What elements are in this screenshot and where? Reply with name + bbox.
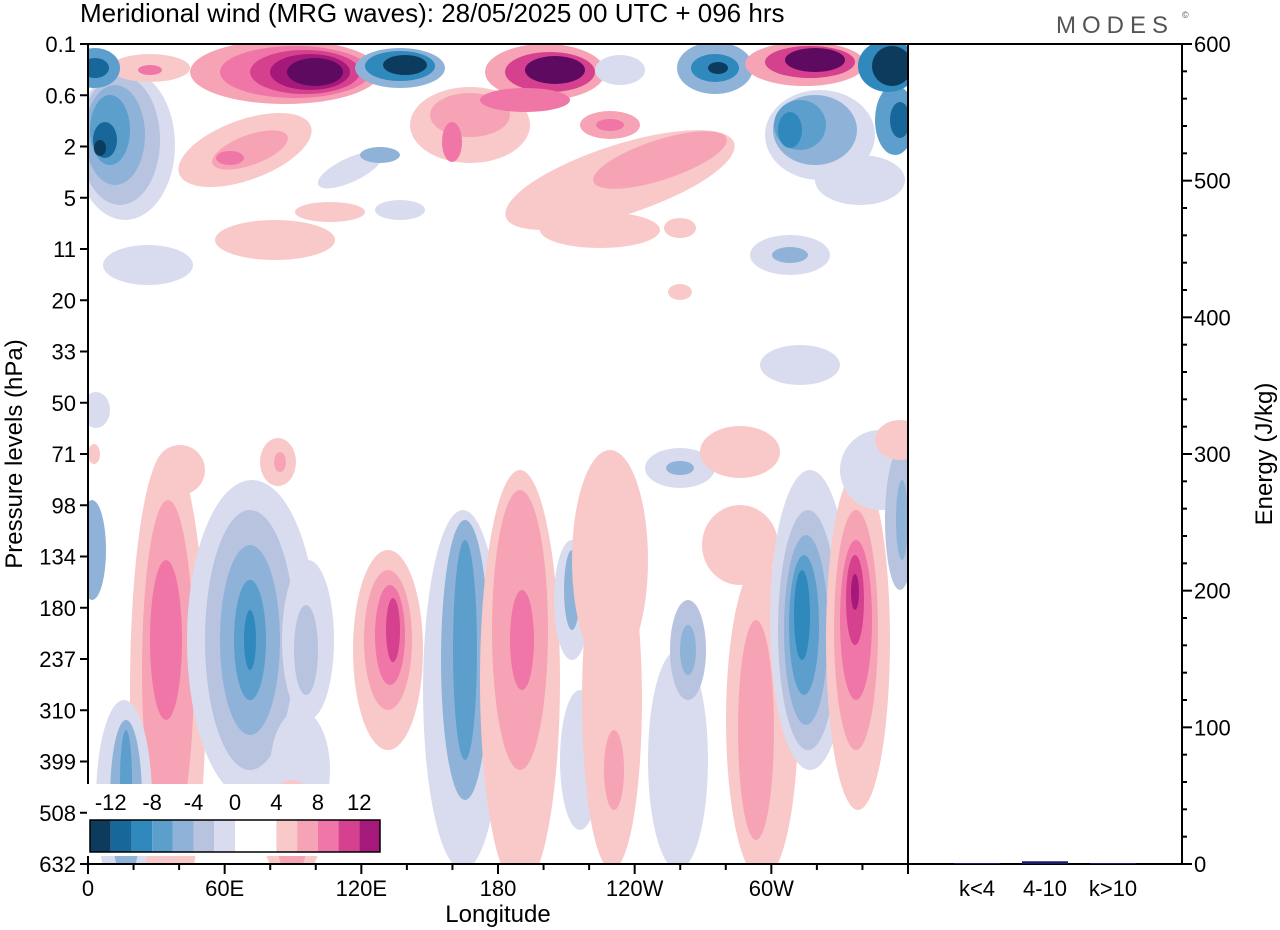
- contour-stratosphere-left-negative: [88, 70, 175, 220]
- colorbar-swatch: [297, 820, 318, 852]
- contour-band-positive-140w: [572, 450, 648, 864]
- contour-band-positive-130e: [353, 550, 423, 750]
- wavenumber-label: k<4: [959, 876, 995, 901]
- colorbar-label: 4: [270, 790, 282, 815]
- energy-axis: 0 100 200 300 400 500 600: [1182, 32, 1231, 877]
- pressure-tick-label: 2: [64, 135, 76, 160]
- colorbar-swatch: [152, 820, 173, 852]
- pressure-axis: 0.1 0.6 2 5 11 20 33 50 71 98 134 180 237 310 399 508 63…: [39, 32, 88, 877]
- colorbar-frame: [89, 819, 381, 853]
- brand-logo: MODES: [1056, 12, 1174, 39]
- colorbar-label: -4: [184, 790, 204, 815]
- colorbar-label: -8: [142, 790, 162, 815]
- energy-tick-label: 500: [1194, 169, 1231, 194]
- energy-tick-label: 200: [1194, 579, 1231, 604]
- contour-band-negative-5w: [840, 430, 908, 590]
- longitude-tick-label: 0: [82, 876, 94, 901]
- brand-mark: ©: [1182, 10, 1189, 20]
- colorbar-swatch: [193, 820, 215, 852]
- chart-title: Meridional wind (MRG waves): 28/05/2025 …: [80, 0, 785, 28]
- colorbar-swatch: [317, 820, 339, 852]
- longitude-tick-label: 120W: [606, 876, 664, 901]
- contour-band-positive-25w: [826, 470, 890, 810]
- colorbar-label: 8: [312, 790, 324, 815]
- contour-top-level-jets: [88, 44, 908, 112]
- energy-axis-label: Energy (J/kg): [1251, 383, 1278, 526]
- energy-bar: [1090, 863, 1136, 864]
- energy-panel-frame: [907, 43, 1183, 865]
- longitude-tick-label: 120E: [336, 876, 387, 901]
- wavenumber-label: 4-10: [1023, 876, 1067, 901]
- energy-bars: [954, 861, 1136, 864]
- colorbar-swatch: [172, 820, 194, 852]
- energy-tick-label: 100: [1194, 715, 1231, 740]
- energy-tick-label: 300: [1194, 442, 1231, 467]
- heatmap-plot: [88, 44, 908, 864]
- longitude-axis: 0 60E 120E 180 120W 60W: [82, 864, 909, 901]
- energy-panel: 0 100 200 300 400 500 600 k<4 4-10 k>10 Energy (…: [907, 32, 1278, 901]
- pressure-tick-label: 399: [39, 750, 76, 775]
- colorbar-swatch: [255, 820, 277, 852]
- colorbar-label: 0: [229, 790, 241, 815]
- contour-stratosphere-positive-streaks: [178, 87, 735, 230]
- colorbar-legend: -12 -8 -4 0 4 8 12: [87, 784, 383, 856]
- pressure-tick-label: 508: [39, 801, 76, 826]
- colorbar-label: 12: [347, 790, 371, 815]
- contour-band-negative-55e: [187, 480, 317, 800]
- longitude-tick-label: 60E: [205, 876, 244, 901]
- contour-band-negative-50w: [770, 470, 850, 770]
- pressure-tick-label: 0.6: [45, 83, 76, 108]
- wavenumber-label: k>10: [1089, 876, 1137, 901]
- energy-bar: [1022, 861, 1068, 864]
- pressure-tick-label: 71: [52, 442, 76, 467]
- pressure-tick-label: 50: [52, 391, 76, 416]
- contour-stratosphere-right-negative: [765, 85, 908, 180]
- colorbar-swatch: [214, 820, 235, 852]
- contour-mid-level-patches: [88, 345, 908, 495]
- energy-bar: [954, 863, 1000, 864]
- colorbar-swatch: [338, 820, 360, 852]
- y-axis-label: Pressure levels (hPa): [1, 339, 28, 568]
- longitude-tick-label: 60W: [749, 876, 794, 901]
- pressure-tick-label: 98: [52, 493, 76, 518]
- pressure-tick-label: 5: [64, 186, 76, 211]
- pressure-tick-label: 180: [39, 596, 76, 621]
- colorbar-swatch: [131, 820, 153, 852]
- colorbar-swatch: [235, 820, 256, 852]
- colorbar-swatch: [90, 820, 111, 852]
- wavenumber-axis: k<4 4-10 k>10: [959, 876, 1137, 901]
- pressure-tick-label: 134: [39, 545, 76, 570]
- colorbar-swatch: [110, 820, 132, 852]
- longitude-tick-label: 180: [480, 876, 517, 901]
- energy-tick-label: 400: [1194, 305, 1231, 330]
- pressure-tick-label: 11: [53, 237, 76, 262]
- energy-tick-label: 0: [1194, 852, 1206, 877]
- pressure-tick-label: 33: [52, 340, 76, 365]
- contour-band-positive-175w: [480, 470, 560, 864]
- x-axis-label: Longitude: [445, 901, 550, 928]
- pressure-tick-label: 0.1: [45, 32, 76, 57]
- energy-tick-label: 600: [1194, 32, 1231, 57]
- colorbar-label: -12: [95, 790, 127, 815]
- pressure-tick-label: 237: [39, 647, 76, 672]
- contour-band-negative-115w: [648, 600, 708, 864]
- colorbar-swatch: [276, 820, 298, 852]
- pressure-tick-label: 310: [39, 698, 76, 723]
- colorbar-swatch: [359, 820, 380, 852]
- pressure-tick-label: 632: [39, 852, 76, 877]
- contour-band-negative-165e: [423, 510, 503, 864]
- pressure-tick-label: 20: [52, 288, 76, 313]
